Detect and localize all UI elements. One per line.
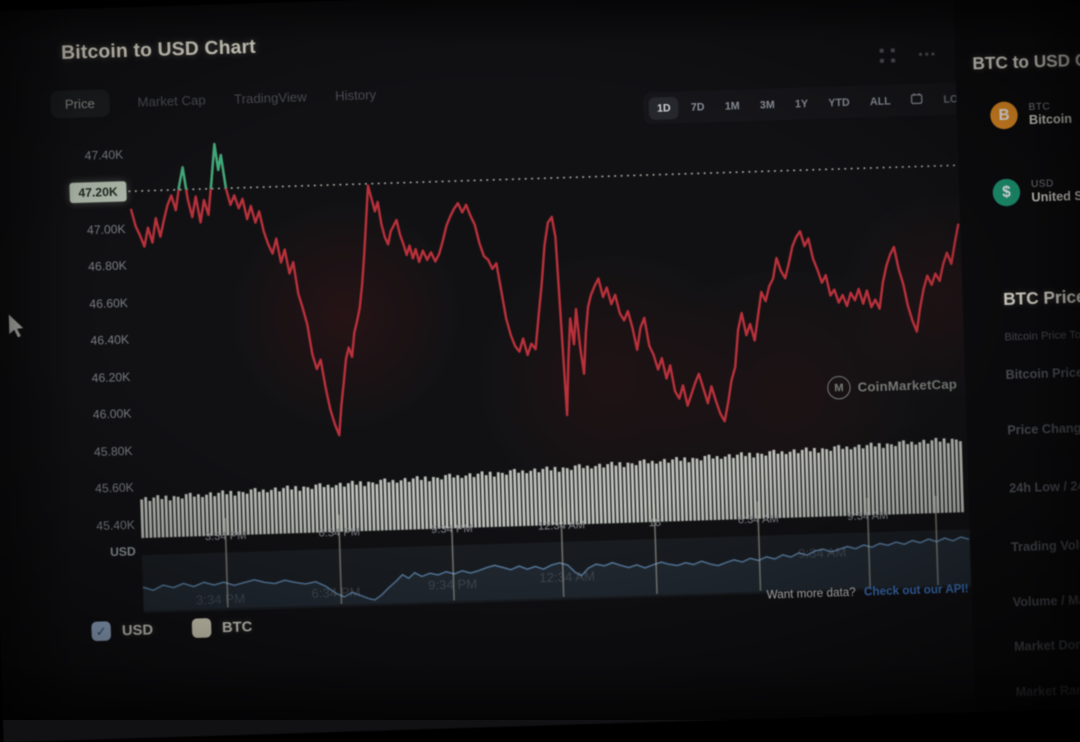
y-axis-label: 45.80K bbox=[69, 444, 132, 460]
asset-name: United States Dollar bbox=[1031, 186, 1080, 204]
tab-market-cap[interactable]: Market Cap bbox=[137, 92, 206, 109]
converter-asset-btc[interactable]: B BTC Bitcoin bbox=[990, 100, 1072, 130]
btc-checkbox[interactable] bbox=[191, 618, 211, 638]
usd-checkbox[interactable]: ✓ bbox=[91, 621, 111, 641]
expand-icon[interactable] bbox=[880, 48, 897, 63]
stats-title: BTC Price Statistics bbox=[1003, 285, 1080, 310]
mouse-cursor bbox=[8, 313, 29, 340]
x-axis-label: 9:34 AM bbox=[847, 510, 888, 523]
coinmarketcap-watermark: M CoinMarketCap bbox=[827, 372, 958, 399]
ghost-axis-label: 3:34 PM bbox=[196, 591, 246, 608]
y-axis-label: 46.00K bbox=[68, 407, 131, 423]
y-axis-unit-label: USD bbox=[73, 544, 136, 560]
calendar-icon[interactable] bbox=[902, 87, 931, 113]
x-axis-label: 3:34 PM bbox=[205, 530, 247, 543]
converter-asset-usd[interactable]: $ USD United States Dollar bbox=[992, 174, 1080, 206]
y-axis-label: 47.40K bbox=[60, 147, 123, 163]
x-axis-label: 18 bbox=[648, 517, 661, 530]
ghost-axis-label: 9:34 PM bbox=[428, 576, 478, 593]
coinmarketcap-logo-icon: M bbox=[827, 376, 851, 400]
ghost-axis-label: 9:34 AM bbox=[798, 544, 847, 561]
more-options-icon[interactable]: ••• bbox=[918, 47, 937, 62]
right-sidebar: BTC to USD Converter B BTC Bitcoin $ USD… bbox=[953, 0, 1080, 712]
range-button-7d[interactable]: 7D bbox=[682, 95, 713, 118]
y-axis-label: 47.00K bbox=[62, 221, 125, 237]
asset-name: Bitcoin bbox=[1029, 112, 1072, 128]
converter-title: BTC to USD Converter bbox=[972, 48, 1080, 74]
x-axis-label: 6:34 AM bbox=[738, 513, 779, 526]
watermark-label: CoinMarketCap bbox=[857, 376, 957, 394]
y-axis-label: 46.80K bbox=[64, 258, 127, 274]
btc-coin-icon: B bbox=[990, 101, 1018, 129]
tab-history[interactable]: History bbox=[335, 87, 377, 104]
stat-row-trading-volume: Trading Volume bbox=[1011, 537, 1080, 554]
stat-row-bitcoin-price: Bitcoin Price bbox=[1005, 365, 1080, 382]
range-button-ytd[interactable]: YTD bbox=[820, 91, 858, 114]
stat-row-24h-low-24h-high: 24h Low / 24h High bbox=[1009, 478, 1080, 496]
range-button-3m[interactable]: 3M bbox=[751, 93, 783, 116]
current-price-badge: 47.20K bbox=[69, 181, 126, 203]
range-button-1d[interactable]: 1D bbox=[649, 96, 680, 119]
y-axis-label: 46.60K bbox=[65, 296, 128, 312]
stat-row-price-change: Price Change bbox=[1007, 421, 1080, 438]
legend-label-btc: BTC bbox=[222, 618, 253, 635]
ghost-axis-label: 12:34 AM bbox=[539, 568, 595, 585]
tab-tradingview[interactable]: TradingView bbox=[234, 89, 307, 106]
y-axis-label: 45.40K bbox=[72, 518, 135, 534]
ghost-axis-label: 6:34 PM bbox=[311, 584, 361, 601]
reference-dotted-line bbox=[128, 165, 958, 191]
x-axis-label: 12:34 AM bbox=[538, 519, 586, 533]
range-button-1y[interactable]: 1Y bbox=[787, 92, 817, 115]
y-axis-label: 45.60K bbox=[71, 481, 134, 497]
legend-label-usd: USD bbox=[122, 621, 154, 638]
x-axis-label: 6:34 PM bbox=[318, 526, 360, 539]
y-axis-label: 46.20K bbox=[67, 370, 130, 386]
chart-top-actions: ••• bbox=[880, 47, 938, 63]
stat-row-market-dominance: Market Dominance bbox=[1014, 636, 1080, 654]
stat-row-volume-market-cap: Volume / Market Cap bbox=[1012, 591, 1080, 609]
usd-coin-icon: $ bbox=[992, 178, 1020, 206]
range-button-1m[interactable]: 1M bbox=[716, 94, 748, 117]
tab-price[interactable]: Price bbox=[50, 89, 109, 118]
range-button-all[interactable]: ALL bbox=[861, 89, 899, 112]
stats-subheader: Bitcoin Price Today bbox=[1004, 328, 1080, 343]
y-axis-label: 46.40K bbox=[66, 333, 129, 349]
stat-row-market-rank: Market Rank bbox=[1015, 683, 1080, 700]
legend-item-usd[interactable]: ✓ USD bbox=[91, 620, 153, 641]
legend-item-btc[interactable]: BTC bbox=[191, 617, 252, 638]
x-axis-label: 9:34 PM bbox=[431, 523, 473, 536]
